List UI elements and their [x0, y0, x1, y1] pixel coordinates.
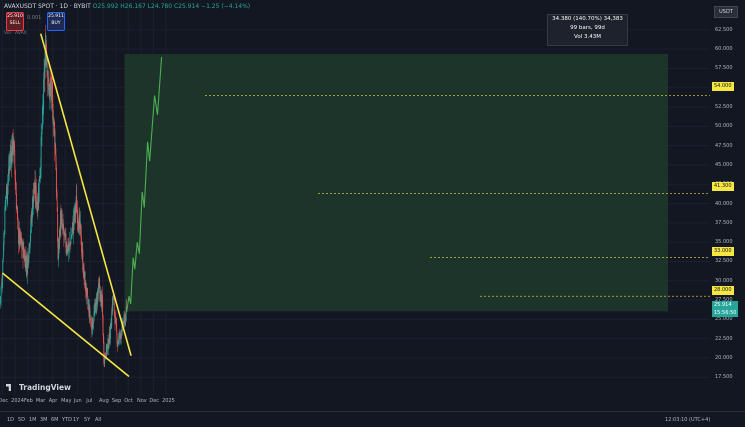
candle-body [101, 292, 102, 294]
measure-tooltip: 34.380 (140.70%) 34,383 99 bars, 99d Vol… [547, 14, 628, 46]
time-tick-label: May [61, 398, 71, 404]
measure-volume: Vol 3.43M [548, 33, 627, 42]
candle-body [51, 80, 52, 100]
candle-body [3, 259, 4, 262]
price-tick-label: 45.000 [715, 162, 733, 168]
timeframe-button-6m[interactable]: 6M [51, 417, 59, 423]
candlestick-series [0, 25, 127, 367]
price-tick-label: 20.000 [715, 355, 733, 361]
measure-change: 34.380 (140.70%) 34,383 [548, 15, 627, 24]
candle-body [43, 79, 44, 110]
price-tick-label: 57.500 [715, 65, 733, 71]
logo-text: TradingView [19, 383, 71, 392]
price-tick-label: 50.000 [715, 123, 733, 129]
time-tick-label: Oct [124, 398, 133, 404]
tradingview-logo[interactable]: TradingView [6, 383, 71, 392]
wedge-upper-trendline[interactable] [41, 34, 131, 356]
time-tick-label: Jul [86, 398, 92, 404]
candle-body [117, 333, 118, 343]
level-badge-33: 33.000 [712, 247, 734, 256]
time-tick-label: Aug [99, 398, 109, 404]
spread-value: 0.001 [27, 15, 41, 21]
timeframe-button-5d[interactable]: 5D [18, 417, 25, 423]
candle-body [39, 179, 40, 201]
sell-label: SELL [7, 20, 23, 27]
buy-button[interactable]: 25.911 BUY [47, 12, 65, 31]
buy-label: BUY [48, 20, 64, 27]
time-tick-label: Apr [49, 398, 58, 404]
price-tick-label: 47.500 [715, 143, 733, 149]
candle-body [103, 316, 104, 335]
price-tick-label: 37.500 [715, 220, 733, 226]
time-tick-label: Dec [149, 398, 159, 404]
time-tick-label: Feb [24, 398, 33, 404]
price-tick-label: 60.000 [715, 46, 733, 52]
symbol-title[interactable]: AVAXUSDT SPOT · 1D · BYBIT [4, 3, 91, 10]
price-tick-label: 40.000 [715, 201, 733, 207]
price-tick-label: 30.000 [715, 278, 733, 284]
timeframe-button-3m[interactable]: 3M [40, 417, 48, 423]
level-badge-28: 28.000 [712, 286, 734, 295]
candle-body [114, 298, 115, 311]
price-tick-label: 17.500 [715, 374, 733, 380]
candle-body [42, 132, 43, 135]
symbol-legend[interactable]: AVAXUSDT SPOT · 1D · BYBIT O25.992 H26.1… [4, 3, 250, 10]
timeframe-button-1m[interactable]: 1M [29, 417, 37, 423]
currency-selector[interactable]: USDT [714, 6, 738, 18]
price-tick-label: 52.500 [715, 104, 733, 110]
time-tick-label: 2024 [11, 398, 24, 404]
candle-body [103, 342, 104, 363]
price-tick-label: 22.500 [715, 336, 733, 342]
candle-body [91, 322, 92, 328]
candle-body [102, 300, 103, 317]
price-tick-label: 35.000 [715, 239, 733, 245]
timeframe-button-5y[interactable]: 5Y [84, 417, 90, 423]
timeframe-button-1y[interactable]: 1Y [73, 417, 79, 423]
time-tick-label: 2025 [162, 398, 175, 404]
level-badge-54: 54.000 [712, 82, 734, 91]
buy-price: 25.911 [48, 13, 64, 20]
time-tick-label: Sep [112, 398, 121, 404]
candle-body [2, 260, 3, 279]
candle-body [17, 210, 18, 218]
target-zone [125, 54, 668, 311]
volume-legend[interactable]: Vol · AVAX [4, 31, 27, 36]
price-tick-label: 25.000 [715, 316, 733, 322]
sell-button[interactable]: 25.910 SELL [6, 12, 24, 31]
last-price: 25.914 [714, 301, 736, 309]
bar-countdown: 15:56:50 [714, 309, 736, 317]
candle-body [4, 207, 5, 234]
measure-bars: 99 bars, 99d [548, 24, 627, 33]
time-tick-label: Nov [137, 398, 147, 404]
price-chart[interactable] [0, 0, 710, 411]
price-tick-label: 32.500 [715, 258, 733, 264]
level-badge-41: 41.300 [712, 182, 734, 191]
timeframe-button-all[interactable]: All [95, 417, 101, 423]
tradingview-logo-icon [6, 384, 17, 391]
timeframe-button-ytd[interactable]: YTD [62, 417, 72, 423]
ohlc-values: O25.992 H26.167 L24.780 C25.914 −1.25 (−… [93, 3, 250, 10]
candle-body [14, 150, 15, 167]
candle-body [95, 303, 96, 305]
candle-body [47, 72, 48, 85]
candle-body [57, 214, 58, 242]
time-tick-label: Dec [0, 398, 8, 404]
time-tick-label: Jun [74, 398, 82, 404]
clock[interactable]: 12:03:10 (UTC+4) [665, 417, 710, 423]
sell-price: 25.910 [7, 13, 23, 20]
price-tick-label: 62.500 [715, 27, 733, 33]
timeframe-button-1d[interactable]: 1D [7, 417, 14, 423]
price-axis[interactable] [710, 0, 745, 426]
time-tick-label: Mar [36, 398, 45, 404]
